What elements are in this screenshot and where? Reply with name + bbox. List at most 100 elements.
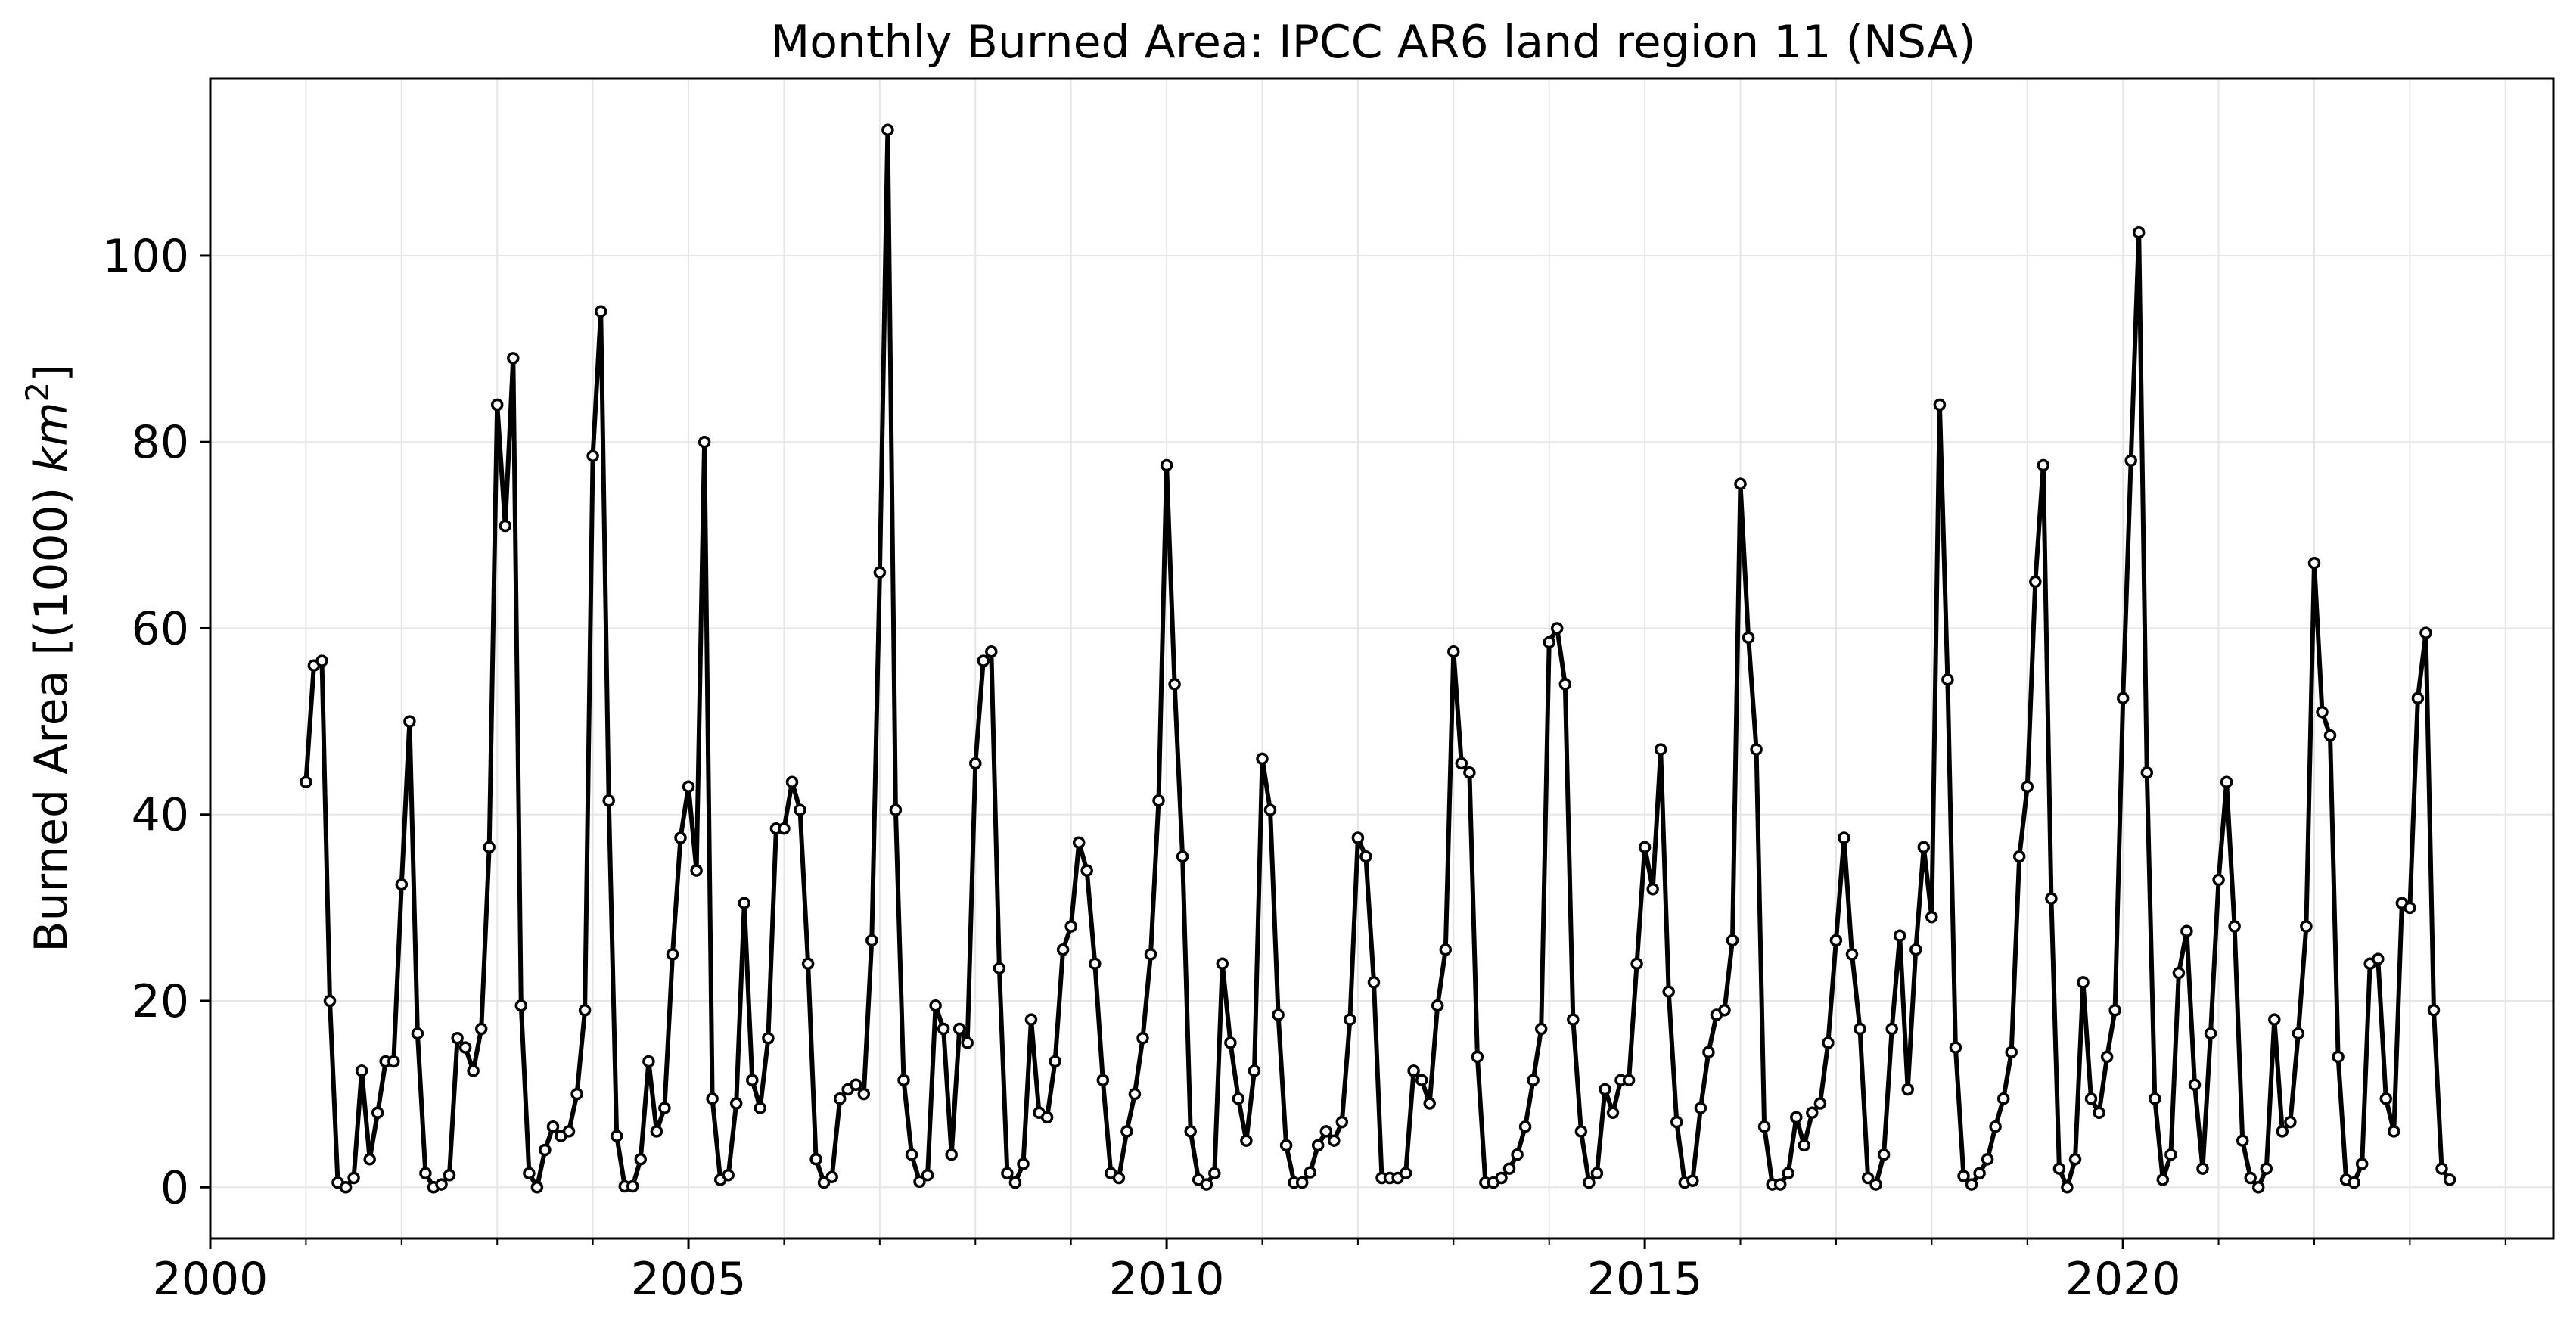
data-point bbox=[387, 1055, 400, 1068]
data-point bbox=[762, 1032, 775, 1045]
data-point bbox=[1024, 1013, 1038, 1026]
data-point bbox=[458, 1041, 472, 1054]
data-point bbox=[1344, 1013, 1356, 1026]
data-point bbox=[2244, 1171, 2257, 1185]
data-point bbox=[1646, 883, 1659, 896]
data-point bbox=[2419, 626, 2432, 639]
data-point bbox=[666, 948, 679, 961]
data-point bbox=[2156, 1173, 2170, 1186]
data-point bbox=[1423, 1097, 1436, 1110]
data-point bbox=[1877, 1148, 1891, 1161]
data-point bbox=[1606, 1106, 1620, 1120]
data-point bbox=[642, 1055, 655, 1068]
data-point bbox=[634, 1153, 648, 1166]
data-point bbox=[2005, 1046, 2018, 1058]
data-point bbox=[2435, 1162, 2448, 1175]
data-point bbox=[2379, 1092, 2393, 1105]
data-point bbox=[785, 775, 799, 788]
data-point bbox=[1064, 920, 1077, 933]
x-tick-label: 2005 bbox=[631, 1253, 747, 1306]
data-point bbox=[1200, 1178, 1213, 1191]
data-point bbox=[1224, 1036, 1237, 1049]
data-point bbox=[993, 962, 1006, 975]
y-tick-label: 20 bbox=[132, 975, 189, 1028]
data-point bbox=[1072, 836, 1086, 849]
data-point bbox=[1319, 1125, 1333, 1138]
data-point bbox=[1757, 1120, 1771, 1133]
data-point bbox=[2068, 1153, 2082, 1166]
data-point bbox=[1407, 1064, 1420, 1077]
data-point bbox=[1447, 645, 1460, 658]
data-point bbox=[1359, 850, 1372, 863]
data-point bbox=[690, 864, 703, 877]
data-point bbox=[2411, 691, 2425, 705]
data-point bbox=[921, 1169, 934, 1182]
data-point bbox=[1001, 1167, 1014, 1180]
data-point bbox=[865, 934, 878, 947]
data-point bbox=[1885, 1022, 1898, 1036]
data-point bbox=[1240, 1134, 1253, 1147]
data-point bbox=[1854, 1022, 1866, 1036]
data-point bbox=[952, 1022, 966, 1036]
data-point bbox=[1208, 1167, 1221, 1180]
data-point bbox=[1981, 1153, 1994, 1166]
data-point bbox=[1933, 398, 1947, 412]
data-point bbox=[2052, 1162, 2066, 1175]
y-tick-label: 0 bbox=[160, 1161, 189, 1214]
data-point bbox=[403, 715, 416, 728]
data-point bbox=[682, 780, 695, 794]
data-point bbox=[1829, 934, 1843, 947]
data-point bbox=[825, 1170, 838, 1183]
data-point bbox=[1973, 1167, 1986, 1180]
data-point bbox=[1773, 1178, 1787, 1191]
data-point bbox=[594, 305, 607, 319]
data-point bbox=[2045, 892, 2058, 905]
data-point bbox=[1989, 1120, 2002, 1133]
data-point bbox=[1295, 1176, 1309, 1189]
data-point bbox=[746, 1074, 759, 1086]
data-point bbox=[1893, 929, 1906, 943]
data-point bbox=[2108, 1004, 2121, 1017]
data-point bbox=[650, 1125, 663, 1138]
data-point bbox=[1583, 1176, 1596, 1189]
data-point bbox=[1622, 1074, 1636, 1086]
y-axis-label-unit: km bbox=[25, 402, 78, 472]
plot-frame bbox=[209, 77, 2555, 1240]
y-axis-label-text: Burned Area [(1000) bbox=[25, 473, 78, 952]
data-point bbox=[1949, 1041, 1962, 1054]
data-point bbox=[674, 831, 687, 844]
data-point bbox=[850, 1078, 862, 1092]
data-point bbox=[1160, 458, 1173, 472]
data-point bbox=[2021, 780, 2034, 794]
data-point bbox=[2204, 1027, 2217, 1040]
data-point bbox=[2260, 1162, 2273, 1175]
data-point bbox=[1463, 766, 1476, 779]
x-tick-label: 2000 bbox=[153, 1253, 269, 1306]
data-point bbox=[355, 1064, 368, 1077]
data-point bbox=[1311, 1139, 1325, 1152]
data-point bbox=[1263, 803, 1277, 816]
data-point bbox=[1567, 1013, 1580, 1026]
grid-lines bbox=[210, 79, 2553, 1238]
data-point bbox=[1686, 1174, 1699, 1187]
data-point bbox=[2172, 966, 2186, 980]
data-point bbox=[1630, 957, 1643, 971]
data-point bbox=[1869, 1178, 1882, 1191]
data-point bbox=[602, 794, 615, 807]
y-tick-label: 80 bbox=[132, 416, 189, 469]
data-point bbox=[419, 1167, 432, 1180]
data-point bbox=[969, 757, 982, 770]
data-point bbox=[2124, 454, 2137, 468]
data-point bbox=[2332, 1050, 2345, 1064]
data-point bbox=[1216, 957, 1229, 971]
y-axis-label-close: ] bbox=[25, 364, 78, 381]
data-point bbox=[2100, 1050, 2114, 1064]
data-point bbox=[1328, 1134, 1341, 1147]
data-point bbox=[1550, 622, 1564, 635]
data-point bbox=[1782, 1167, 1794, 1180]
data-point bbox=[698, 435, 711, 449]
data-point bbox=[1957, 1170, 1970, 1182]
data-point bbox=[2196, 1162, 2209, 1175]
data-point bbox=[1534, 1022, 1548, 1036]
data-point bbox=[1495, 1171, 1508, 1185]
